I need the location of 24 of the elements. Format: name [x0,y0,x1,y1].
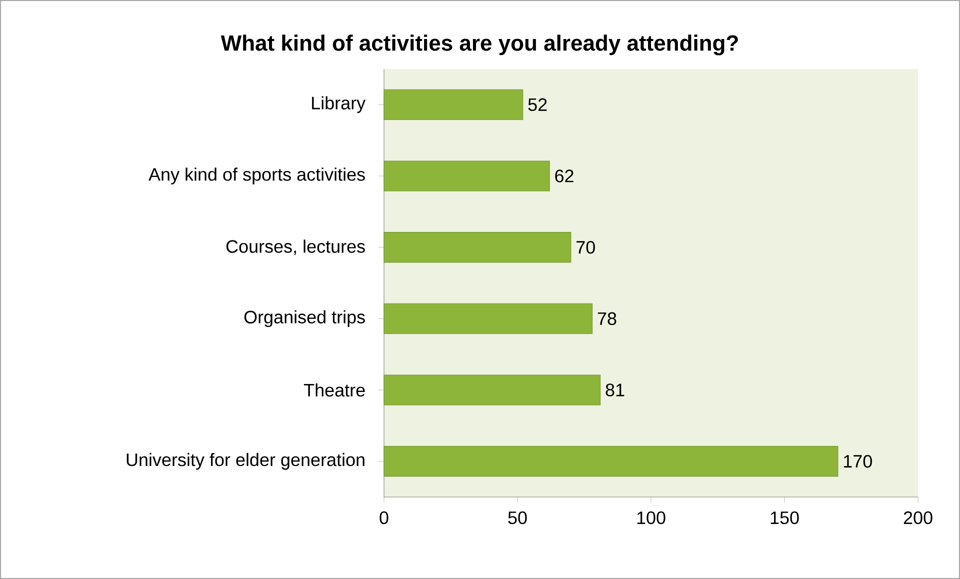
x-tick-label: 200 [904,511,932,524]
data-label: 62 [555,170,574,182]
x-tick-label: 150 [770,511,799,524]
data-label: 81 [606,384,624,396]
data-label: 70 [576,240,595,254]
bar [384,232,572,263]
y-tick-label: Courses, lectures [226,240,365,256]
data-label: 78 [598,312,616,326]
y-tick-label: University for elder generation [126,452,364,470]
bar [384,446,838,477]
chart-title: What kind of activities are you already attending? [220,34,738,56]
x-tick-label: 0 [380,511,388,524]
bar [384,160,550,192]
y-tick-label: Organised trips [244,310,365,328]
x-tick-label: 50 [508,511,527,524]
data-label: 52 [528,98,547,112]
data-label: 170 [844,454,872,468]
x-tick-label: 100 [637,511,666,524]
y-tick-label: Any kind of sports activities [148,168,365,184]
y-tick-label: Theatre [304,383,365,397]
bar [384,303,593,334]
bar [384,89,524,120]
y-tick-label: Library [312,96,366,114]
bar [384,374,601,406]
